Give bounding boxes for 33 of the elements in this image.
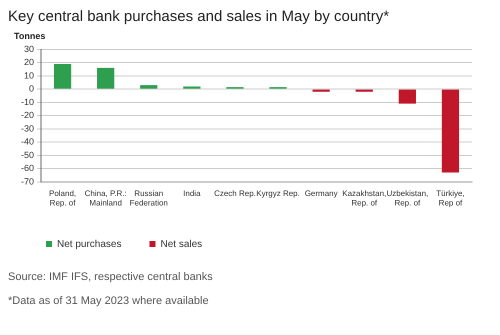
x-tick-label: Germany bbox=[304, 188, 338, 198]
y-axis-title: Tonnes bbox=[14, 31, 46, 41]
x-tick-label: Czech Rep. bbox=[214, 188, 256, 198]
y-tick-label: -70 bbox=[20, 176, 34, 186]
y-tick-label: 10 bbox=[24, 70, 34, 80]
bar bbox=[54, 64, 72, 89]
y-tick-label: 0 bbox=[28, 84, 34, 94]
x-tick-label: Türkiye, Rep of bbox=[436, 188, 465, 208]
x-tick-label: Russian Federation bbox=[130, 188, 168, 208]
bar bbox=[140, 85, 158, 89]
y-tick-label: 30 bbox=[24, 44, 34, 54]
x-tick-label: India bbox=[183, 188, 202, 198]
y-tick-label: -10 bbox=[20, 96, 34, 107]
y-tick-label: -20 bbox=[20, 110, 34, 120]
y-tick-label: -50 bbox=[20, 150, 34, 160]
bar bbox=[183, 86, 200, 89]
y-tick-label: -30 bbox=[20, 123, 34, 134]
x-tick-label: Kazakhstan, Rep. of bbox=[342, 188, 386, 208]
y-tick-label: 20 bbox=[24, 57, 34, 68]
x-tick-label: China, P.R.: Mainland bbox=[84, 188, 127, 208]
y-tick-label: -40 bbox=[20, 136, 34, 147]
legend-label: Net purchases bbox=[57, 238, 122, 250]
text: *Data as of 31 May 2023 where available bbox=[8, 295, 210, 307]
x-tick-label: Kyrgyz Rep. bbox=[256, 188, 300, 198]
bar bbox=[97, 68, 114, 89]
y-tick-label: -60 bbox=[20, 163, 34, 174]
chart-title: Key central bank purchases and sales in May by country* bbox=[8, 8, 390, 25]
x-tick-label: Uzbekistan, Rep. of bbox=[386, 188, 428, 208]
x-tick-label: Poland, Rep. of bbox=[48, 188, 76, 208]
bar bbox=[442, 90, 460, 173]
bar bbox=[398, 90, 416, 104]
legend-label: Net sales bbox=[160, 238, 202, 250]
source-note: Source: IMF IFS, respective central banks bbox=[8, 271, 214, 283]
